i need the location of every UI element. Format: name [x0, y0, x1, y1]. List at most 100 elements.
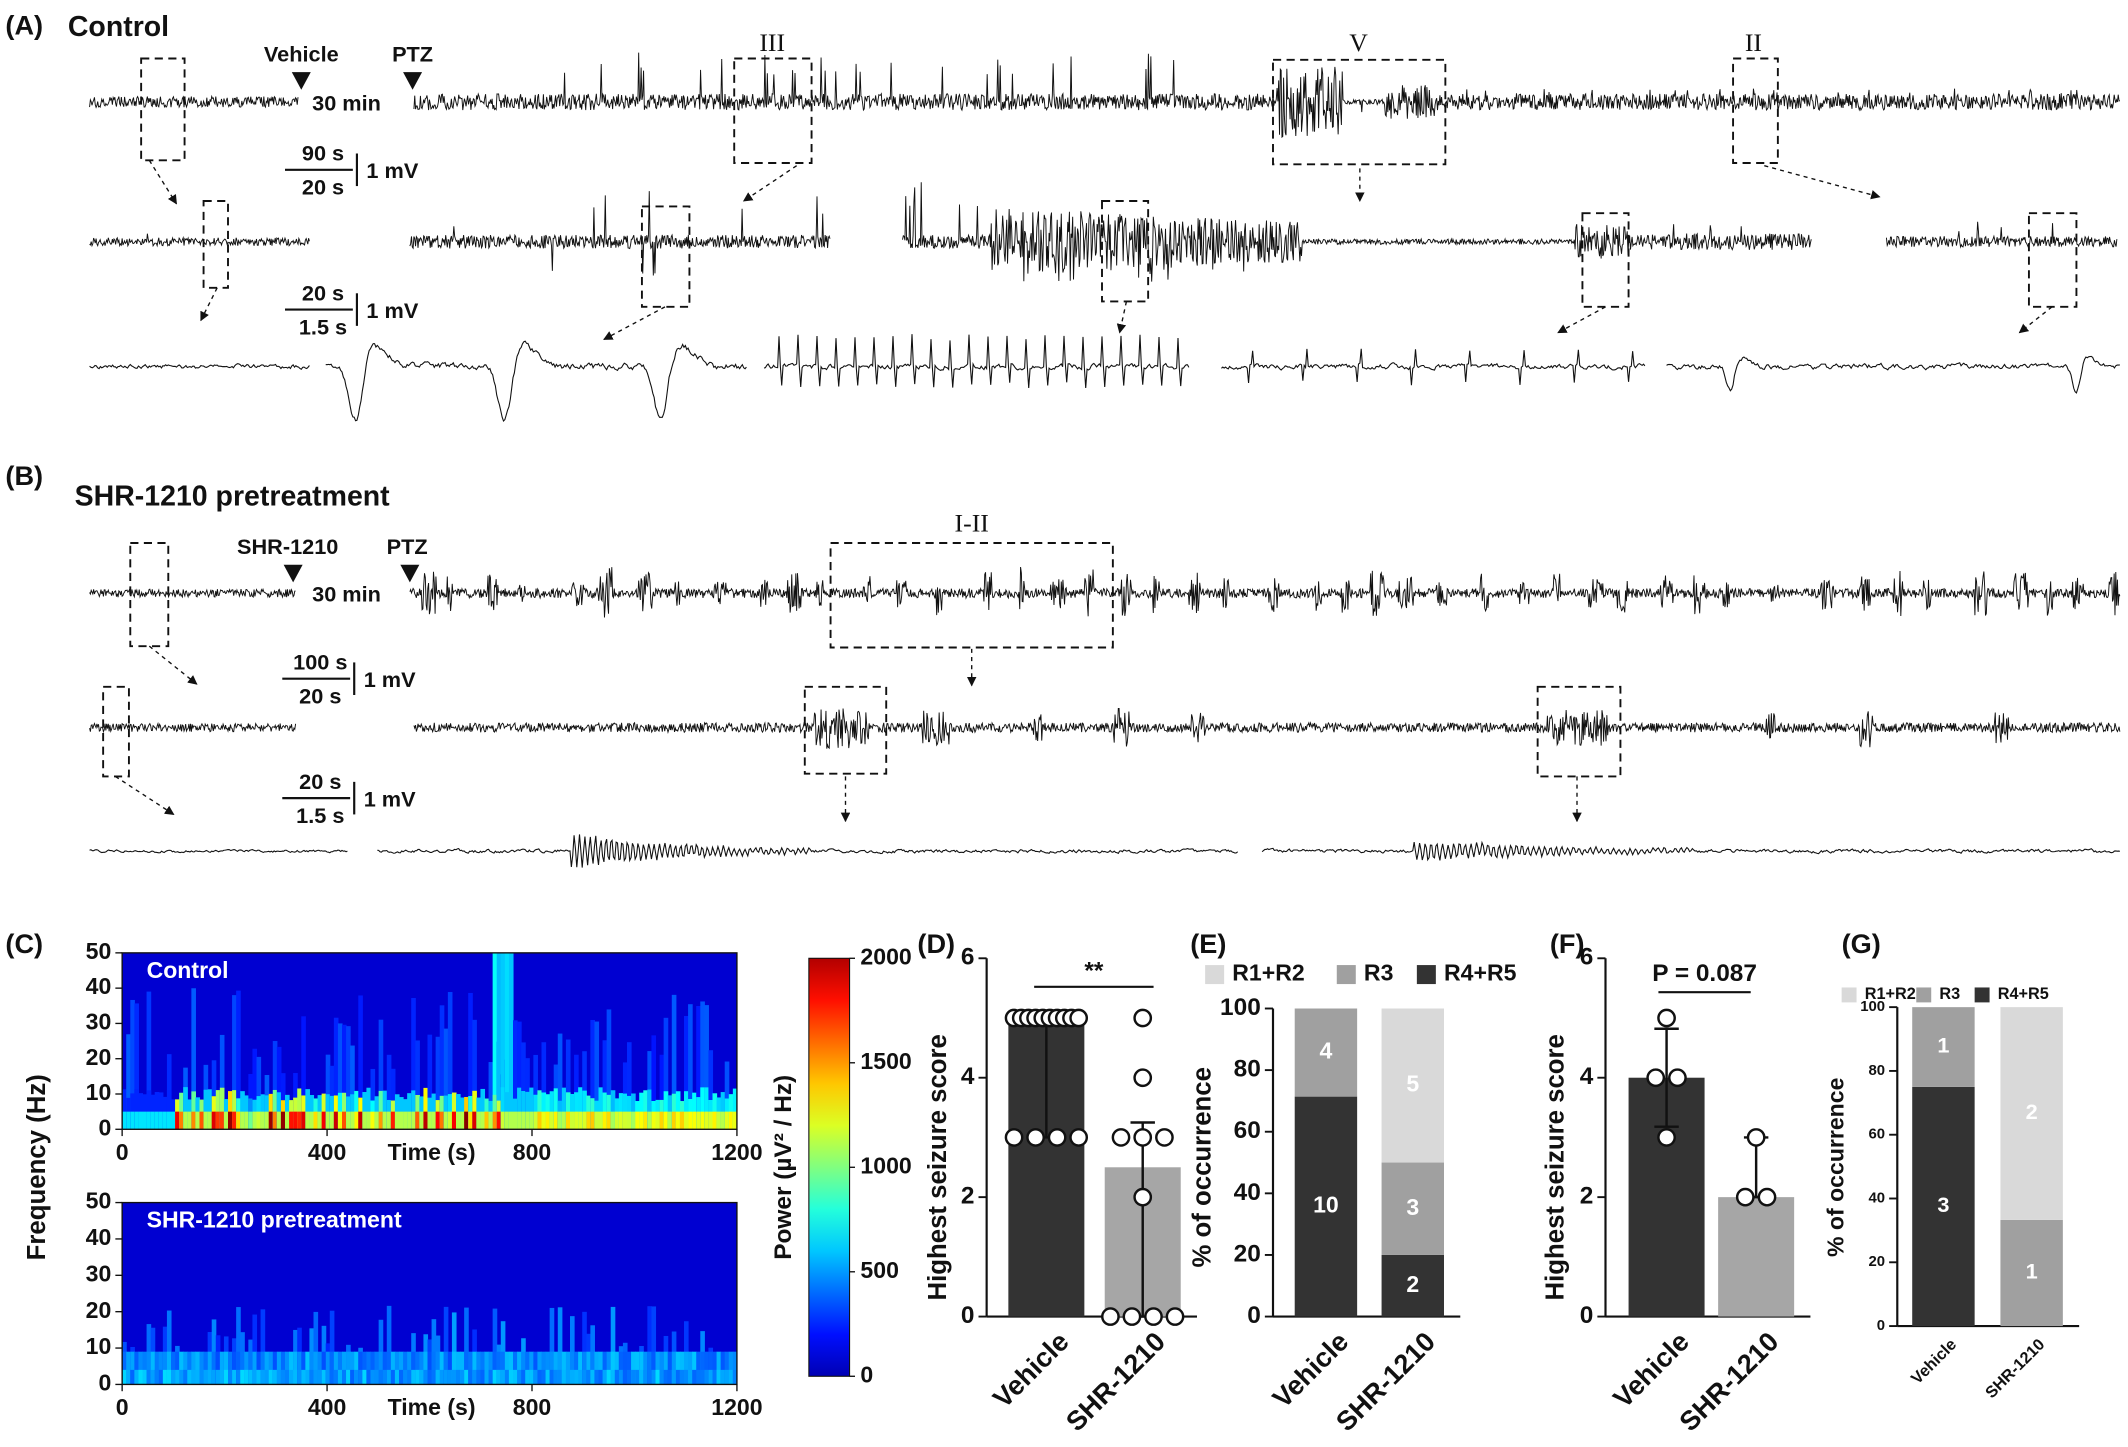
spectrogram-cell	[415, 1351, 420, 1385]
spectrogram-cell	[655, 1369, 661, 1385]
data-point	[1133, 1008, 1153, 1028]
spectrogram-cell	[154, 1091, 160, 1130]
spectrogram-cell	[488, 1369, 494, 1385]
x-axis-label: Time (s)	[388, 1394, 476, 1420]
spectrogram-cell	[407, 1369, 412, 1385]
spectrogram-cell	[675, 1091, 681, 1130]
spectrogram-cell	[289, 1111, 294, 1130]
spectrogram-cell	[565, 1092, 571, 1130]
spectrogram-cell	[447, 1369, 453, 1385]
spectrogram-cell	[598, 1087, 604, 1130]
spectrogram-cell	[342, 1369, 347, 1385]
colorbar-tick-label: 2000	[860, 943, 911, 969]
spectrogram-cell	[146, 1369, 152, 1385]
spectrogram-cell	[435, 1369, 441, 1385]
spectrogram-cell	[553, 1088, 559, 1130]
spectrogram-cell	[130, 1351, 135, 1385]
spectrogram-cell	[329, 1310, 335, 1385]
spectrogram-cell	[610, 1111, 616, 1130]
data-point	[1133, 1068, 1153, 1088]
y-axis-label: Frequency (Hz)	[23, 1074, 51, 1260]
spectrogram-cell	[435, 1036, 441, 1130]
subplot-title: SHR-1210 pretreatment	[147, 1207, 402, 1233]
y-axis-label: Highest seizure score	[924, 1034, 952, 1300]
spectrogram-cell	[598, 1369, 604, 1385]
spectrogram-cell	[594, 1369, 600, 1385]
spectrogram-cell	[504, 1351, 510, 1385]
spectrogram-cell	[712, 1093, 718, 1130]
marker-label: PTZ	[387, 534, 428, 559]
y-tick-label: 50	[86, 1188, 112, 1214]
spectrogram-cell	[659, 1369, 665, 1385]
dashed-box	[1536, 685, 1622, 778]
spectrogram-cell	[614, 1351, 620, 1385]
legend-label: R4+R5	[1444, 960, 1517, 986]
spectrogram-cell	[468, 992, 473, 1130]
spectrogram-cell	[451, 1111, 457, 1130]
dashed-arrow	[148, 159, 178, 205]
spectrogram-cell	[549, 1091, 555, 1130]
segment-count-label: 4	[1320, 1038, 1333, 1064]
data-point	[1133, 1128, 1153, 1147]
significance-label: P = 0.087	[1652, 960, 1757, 987]
spectrogram-cell	[549, 1307, 555, 1385]
spectrogram-cell	[130, 1369, 135, 1385]
spectrogram-cell	[293, 1111, 298, 1130]
data-point	[1668, 1068, 1687, 1088]
legend-label: R1+R2	[1865, 985, 1916, 1003]
spectrogram-cell	[134, 1111, 139, 1130]
colorbar-tick-label: 500	[860, 1257, 898, 1283]
spectrogram-cell	[692, 1111, 697, 1130]
spectrogram-cell	[219, 1034, 225, 1130]
spectrogram-cell	[521, 1042, 526, 1130]
spectrogram-cell	[679, 1369, 685, 1385]
spectrogram-cell	[643, 1111, 648, 1130]
spectrogram-cell	[285, 1111, 290, 1130]
spectrogram-cell	[647, 1111, 652, 1130]
dashed-arrow	[200, 287, 218, 322]
spectrogram-cell	[411, 1351, 416, 1385]
spectrogram-cell	[480, 1111, 486, 1130]
spectrogram-cell	[232, 1351, 237, 1385]
dashed-box	[1272, 58, 1447, 166]
marker-label: Vehicle	[264, 42, 339, 67]
spectrogram-cell	[533, 1054, 538, 1130]
spectrogram-cell	[439, 1005, 445, 1130]
spectrogram-cell	[187, 1111, 192, 1130]
y-tick-label: 30	[86, 1260, 112, 1286]
dashed-box	[202, 200, 229, 289]
spectrogram-cell	[586, 1369, 591, 1385]
spectrogram-cell	[700, 1001, 705, 1130]
dashed-arrow	[114, 775, 175, 815]
spectrogram-cell	[317, 1351, 323, 1385]
spectrogram-cell	[329, 1111, 335, 1130]
spectrogram-cell	[574, 1369, 579, 1385]
spectrogram-cell	[191, 1351, 196, 1385]
spectrogram-cell	[223, 1111, 229, 1130]
spectrogram-cell	[342, 1092, 347, 1130]
spectrogram-cell	[191, 988, 196, 1130]
spectrogram-cell	[667, 1111, 673, 1130]
panel-label: (G)	[1842, 928, 1881, 959]
spectrogram-cell	[627, 1369, 632, 1385]
spectrogram-cell	[313, 1369, 319, 1385]
panel-label: (D)	[917, 928, 955, 959]
spectrogram-cell	[411, 997, 416, 1130]
eeg-trace-detail	[325, 340, 747, 422]
spectrogram-cell	[244, 1111, 249, 1130]
spectrogram-cell	[549, 1351, 555, 1385]
spectrogram-cell	[309, 1111, 315, 1130]
spectrogram-cell	[537, 1111, 543, 1130]
spectrogram-cell	[390, 1369, 396, 1385]
spectrogram-cell	[252, 1369, 258, 1385]
stacked-bar-segment	[1381, 1162, 1444, 1255]
spectrogram-cell	[614, 1369, 620, 1385]
spectrogram-cell	[362, 1369, 367, 1385]
spectrogram-cell	[264, 1369, 270, 1385]
x-axis-label: Time (s)	[388, 1139, 476, 1165]
spectrogram-cell	[130, 999, 135, 1130]
spectrogram-cell	[162, 1111, 168, 1130]
spectrogram-cell	[614, 1111, 620, 1130]
spectrogram-cell	[720, 1369, 726, 1385]
spectrogram-cell	[602, 1040, 608, 1130]
